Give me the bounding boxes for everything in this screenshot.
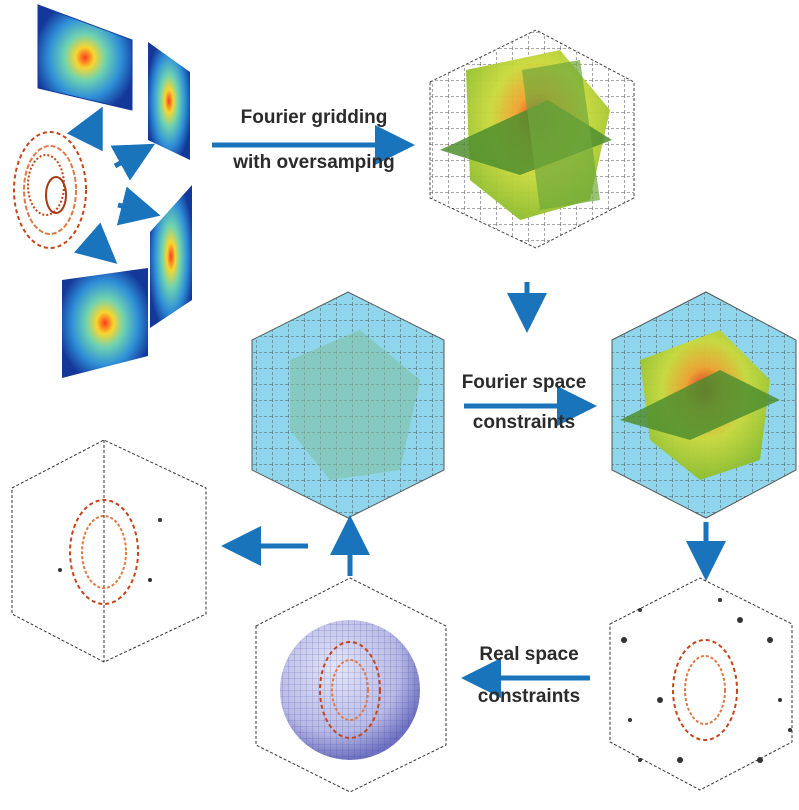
label-fourier-gridding-line2: with oversamping [233, 152, 395, 173]
diffraction-panels [37, 4, 192, 378]
gridded-cube-top [429, 29, 635, 249]
label-fourier-space-line1: Fourier space [461, 372, 587, 393]
label-fourier-space: Fourier space [444, 368, 604, 398]
label-fourier-gridding-line1: Fourier gridding [240, 107, 388, 128]
diffraction-panel-lower-right [150, 185, 192, 328]
projection-arrows [66, 106, 161, 264]
label-real-space-line1: Real space [479, 644, 579, 665]
diffraction-panel-bottom [62, 268, 148, 378]
label-real-space: Real space [454, 640, 604, 670]
diffraction-panel-top [37, 4, 133, 111]
protein-structure-source [13, 131, 87, 249]
label-real-space-2: constraints [454, 682, 604, 712]
label-real-space-line2: constraints [477, 686, 581, 707]
label-fourier-gridding: Fourier gridding [214, 103, 414, 133]
label-fourier-space-2: constraints [444, 408, 604, 438]
support-sphere-cube [255, 577, 447, 793]
diffraction-panel-upper-right [148, 42, 190, 160]
fourier-cube-left [251, 291, 445, 519]
real-space-noisy-cube [609, 577, 793, 791]
label-fourier-space-line2: constraints [472, 412, 576, 433]
final-reconstruction-cube [11, 439, 207, 663]
fourier-cube-right [611, 291, 797, 519]
label-fourier-gridding-2: with oversamping [214, 148, 414, 178]
